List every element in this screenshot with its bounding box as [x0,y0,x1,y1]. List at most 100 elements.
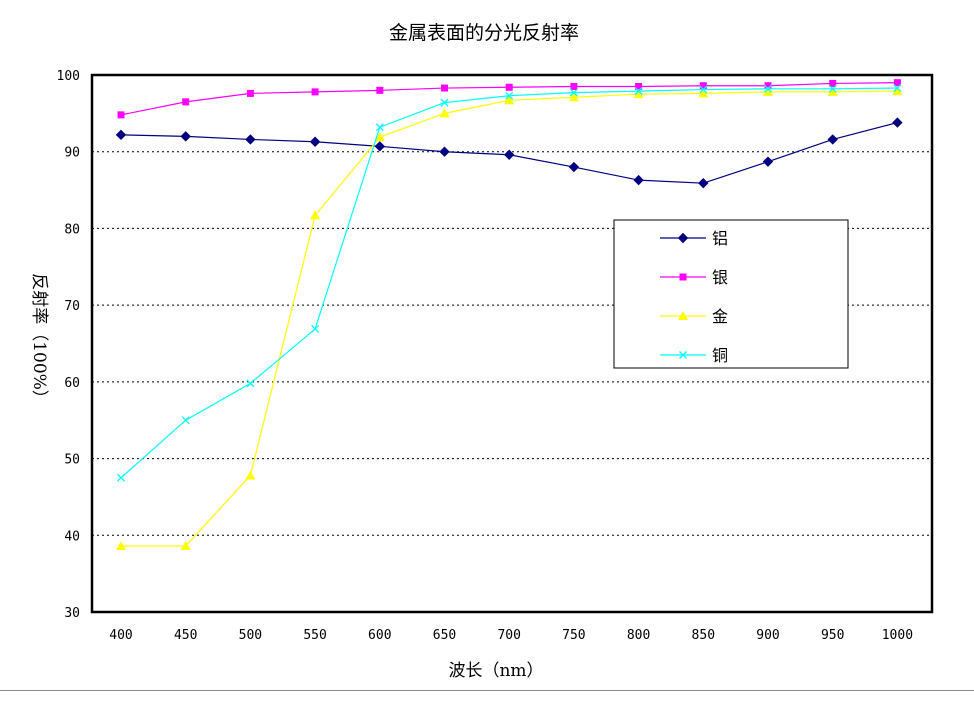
chart-title: 金属表面的分光反射率 [389,22,579,44]
data-point-silver [635,83,643,91]
data-point-copper [181,416,190,425]
data-point-aluminum [827,134,838,145]
data-point-gold [245,470,256,480]
data-point-gold [633,89,644,99]
data-point-aluminum [245,134,256,145]
data-point-copper [569,88,578,97]
data-point-aluminum [892,117,903,128]
y-tick-label: 50 [64,453,80,468]
data-point-silver [505,83,513,91]
x-marker-stroke [893,84,902,93]
data-point-copper [699,85,708,94]
x-marker-stroke [311,324,320,333]
data-point-aluminum [568,161,580,173]
series-group [115,79,903,551]
x-marker-stroke [246,379,255,388]
data-point-aluminum [439,146,450,157]
y-tick-label: 40 [64,529,80,544]
data-point-silver [764,82,772,90]
gridlines [92,151,932,536]
bottom-divider [0,690,974,691]
y-tick-label: 80 [64,222,80,237]
data-point-gold [116,541,126,551]
data-point-copper [117,473,125,482]
x-axis-tick-labels: 400 450 500 550 600 650 700 750 800 850 900 950 1000 [109,628,913,643]
data-point-gold [698,88,709,98]
y-tick-label: 30 [64,606,80,621]
x-marker-stroke [375,123,384,132]
data-point-copper [505,91,514,100]
data-point-aluminum [633,174,644,186]
x-tick-label: 900 [756,628,779,643]
x-tick-label: 700 [497,628,520,643]
data-point-silver [246,89,254,97]
plot-area-frame [90,73,934,614]
x-tick-label: 750 [562,628,585,643]
legend-marker-aluminum [677,232,689,244]
x-tick-label: 950 [821,628,844,643]
x-tick-label: 500 [239,628,262,643]
legend-label-copper: 铜 [712,346,728,365]
y-axis-label: 反射率（100%） [29,273,49,407]
data-point-copper [764,84,772,93]
y-axis-tick-labels: 30 40 50 60 70 80 90 100 [57,69,80,621]
data-point-gold [827,86,838,96]
x-tick-label: 600 [368,628,391,643]
x-tick-label: 800 [627,628,650,643]
legend-marker-copper [679,351,687,359]
data-point-gold [568,92,579,102]
data-point-aluminum [503,149,515,160]
x-marker-stroke [764,84,772,93]
x-marker-stroke [505,91,514,100]
data-point-copper [893,84,902,93]
data-point-copper [440,98,449,107]
data-point-aluminum [762,156,774,167]
data-point-gold [763,86,773,96]
x-tick-label: 650 [433,628,456,643]
x-marker-stroke [634,87,643,96]
data-point-silver [376,86,384,94]
data-point-gold [892,86,903,96]
data-point-silver [893,79,901,87]
data-point-aluminum [309,136,321,147]
y-tick-label: 100 [57,69,80,84]
data-point-gold [374,132,385,142]
legend-label-gold: 金 [712,307,728,326]
x-marker-stroke [828,84,837,93]
data-point-copper [634,87,643,96]
data-point-copper [246,379,255,388]
y-tick-label: 90 [64,146,80,161]
data-point-gold [439,108,450,118]
x-marker-stroke [679,351,687,359]
x-marker-stroke [569,88,578,97]
x-tick-label: 450 [174,628,197,643]
data-point-silver [182,98,190,106]
data-point-copper [828,84,837,93]
data-point-gold [504,95,515,105]
data-point-copper [375,123,384,132]
legend-box [613,219,849,369]
y-tick-label: 60 [64,376,80,391]
data-point-silver [117,111,125,119]
data-point-silver [699,82,707,90]
data-point-aluminum [374,141,386,152]
data-point-gold [310,210,321,220]
data-point-aluminum [115,129,127,141]
data-point-aluminum [180,131,191,142]
x-marker-stroke [181,416,190,425]
data-point-silver [829,79,837,87]
data-point-copper [311,324,320,333]
legend-marker-silver [679,273,687,281]
data-point-silver [570,83,578,91]
data-point-silver [441,84,448,92]
x-tick-label: 550 [303,628,326,643]
x-axis-label: 波长（nm） [448,661,543,681]
x-marker-stroke [440,98,449,107]
x-tick-label: 400 [109,628,132,643]
data-point-aluminum [698,177,709,189]
x-tick-label: 1000 [882,628,913,643]
legend-marker-gold [678,311,688,320]
y-tick-label: 70 [64,299,80,314]
